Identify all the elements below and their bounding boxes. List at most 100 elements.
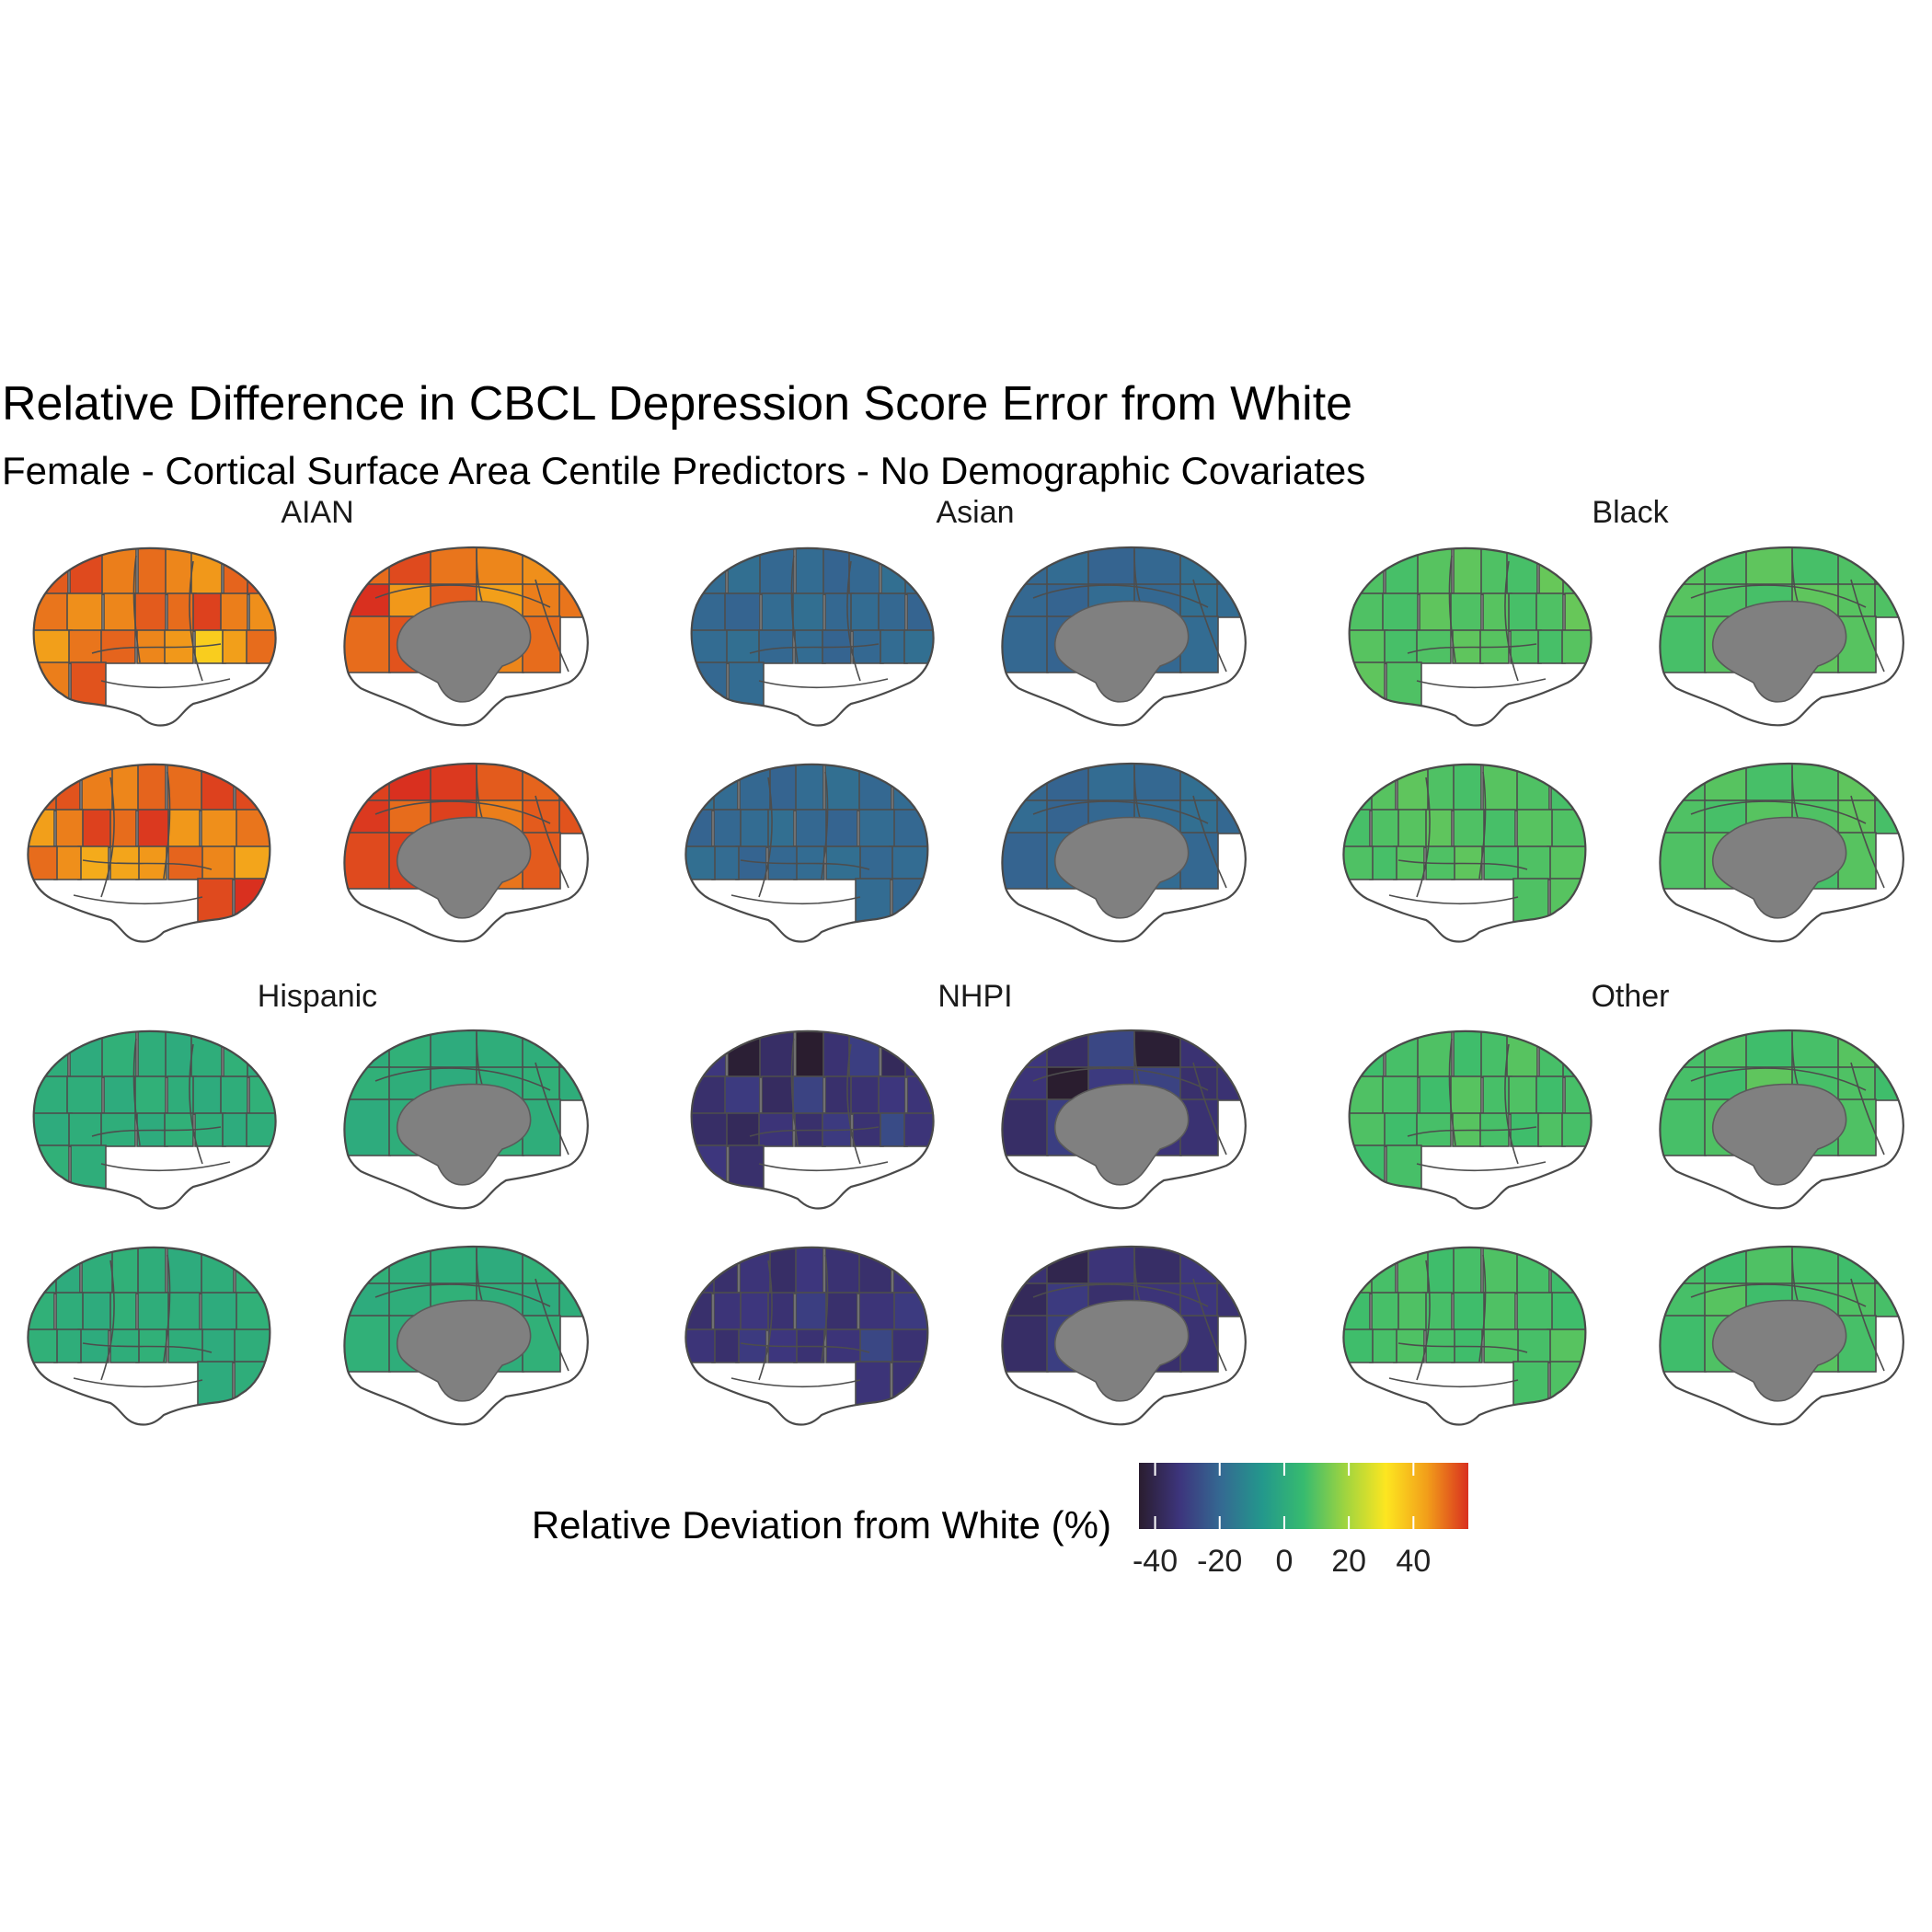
brain-region — [192, 592, 224, 632]
brain-region — [69, 1030, 106, 1078]
brain-view-left-medial — [1659, 546, 1904, 727]
brain-region — [1450, 592, 1482, 632]
brain-outline — [343, 1245, 589, 1426]
brain-region — [857, 845, 893, 880]
brain-region — [167, 764, 202, 811]
sulcus-line — [1192, 1278, 1227, 1372]
brain-region — [1349, 1112, 1388, 1147]
sulcus-line — [476, 765, 483, 819]
brain-region — [1349, 661, 1386, 726]
brain-outline — [343, 762, 589, 943]
brain-region — [822, 809, 858, 848]
sulcus-line — [1397, 1342, 1528, 1353]
brain-region — [222, 1112, 250, 1147]
brain-region — [792, 1075, 824, 1115]
brain-region — [137, 1292, 169, 1331]
brain-region — [1349, 547, 1385, 595]
brain-region — [235, 764, 270, 811]
brain-outline — [1659, 1245, 1904, 1426]
brain-region — [1508, 1075, 1540, 1115]
sulcus-line — [91, 1126, 222, 1137]
sulcus-line — [1397, 859, 1528, 870]
brain-region — [792, 764, 824, 811]
brain-region — [1450, 1247, 1482, 1294]
brain-region — [1874, 1282, 1903, 1317]
panel-other: Other — [1342, 979, 1904, 1426]
brain-region — [1538, 1030, 1567, 1078]
brain-region — [79, 809, 111, 848]
brain-region — [728, 1144, 765, 1209]
sulcus-line — [132, 555, 141, 663]
sulcus-line — [1407, 643, 1537, 654]
brain-region — [1660, 1315, 1707, 1373]
brain-region — [167, 592, 197, 632]
sulcus-line — [1416, 1259, 1431, 1381]
brain-region — [220, 1075, 248, 1115]
brain-region — [70, 661, 107, 726]
brain-region — [1482, 1247, 1518, 1294]
brain-region — [1386, 661, 1422, 726]
brain-region — [710, 764, 739, 811]
brain-region — [1483, 1328, 1519, 1363]
brain-region — [1549, 878, 1586, 942]
brain-region — [761, 1075, 797, 1115]
brain-region — [1547, 845, 1586, 880]
brain-outline — [32, 1029, 277, 1210]
brain-region — [855, 878, 891, 942]
sulcus-line — [535, 795, 569, 889]
brain-region — [880, 1112, 908, 1147]
brain-region — [1002, 764, 1049, 802]
brain-region — [691, 547, 727, 595]
brain-region — [165, 547, 195, 595]
brain-region — [1395, 809, 1427, 848]
brain-view-left-lateral — [690, 1029, 935, 1210]
brain-region — [1368, 1247, 1397, 1294]
brain-region — [1516, 809, 1553, 848]
brain-region — [1002, 547, 1049, 586]
brain-view-left-medial — [343, 1029, 589, 1210]
brain-region — [165, 809, 201, 848]
brain-region — [858, 1292, 895, 1331]
brain-region — [66, 1075, 103, 1115]
sulcus-line — [535, 579, 569, 673]
brain-region — [758, 1112, 794, 1147]
brain-region — [737, 809, 769, 848]
sulcus-line — [163, 771, 171, 880]
brain-region — [66, 592, 103, 632]
brain-outline — [1001, 1245, 1247, 1426]
brain-region — [33, 1030, 69, 1078]
sulcus-line — [1504, 560, 1519, 682]
brain-region — [795, 547, 827, 595]
panel-label: AIAN — [281, 495, 353, 530]
sulcus-line — [1850, 1062, 1885, 1156]
brain-region — [199, 845, 236, 880]
brain-region — [55, 1292, 84, 1331]
brain-region — [167, 845, 203, 880]
brain-region — [1547, 1328, 1586, 1363]
sulcus-line — [821, 1254, 829, 1363]
medial-wall — [1712, 1083, 1847, 1186]
brain-region — [1837, 547, 1877, 586]
brain-view-right-lateral — [27, 1246, 271, 1426]
brain-region — [1216, 1282, 1246, 1317]
colorbar-tick-label: -20 — [1197, 1544, 1242, 1579]
brain-region — [134, 1247, 167, 1294]
brain-region — [1837, 764, 1877, 802]
brain-region — [53, 1328, 82, 1363]
sulcus-line — [374, 584, 551, 608]
brain-region — [739, 1247, 771, 1294]
brain-region — [1216, 583, 1246, 618]
brain-region — [848, 1030, 880, 1078]
brain-region — [223, 547, 251, 595]
sulcus-line — [1791, 765, 1799, 819]
brain-view-right-medial — [1659, 1245, 1904, 1426]
sulcus-line — [73, 894, 203, 905]
brain-region — [1482, 592, 1512, 632]
brain-region — [101, 547, 137, 595]
brain-region — [246, 629, 276, 664]
brain-region — [824, 1247, 860, 1294]
brain-region — [1550, 764, 1586, 811]
sulcus-line — [1032, 1283, 1209, 1307]
brain-region — [558, 1030, 588, 1069]
